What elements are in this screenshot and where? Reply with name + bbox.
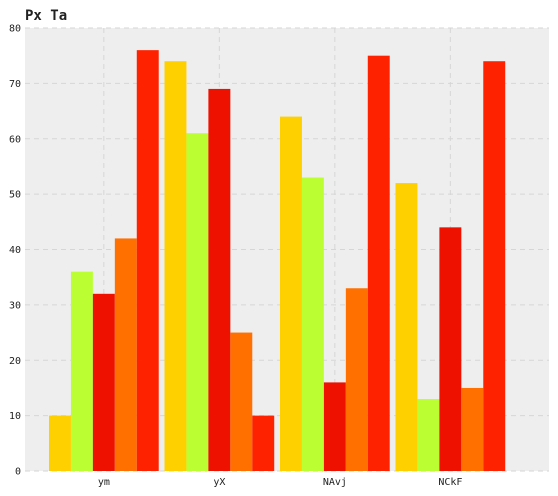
y-tick-label: 50 — [9, 190, 21, 201]
y-tick-label: 30 — [9, 300, 21, 311]
bar — [230, 332, 253, 471]
bar — [345, 288, 368, 471]
bar — [280, 116, 302, 471]
y-tick-label: 0 — [15, 467, 21, 478]
y-tick-label: 20 — [9, 356, 21, 367]
x-tick-label: NCkF — [438, 477, 462, 488]
bar — [483, 61, 506, 471]
bar — [114, 238, 137, 471]
x-tick-label: ym — [98, 477, 110, 488]
y-tick-label: 70 — [9, 79, 21, 90]
bar — [417, 399, 440, 471]
bar — [136, 50, 159, 472]
chart-title: Px Ta — [25, 8, 67, 24]
y-tick-label: 10 — [9, 411, 21, 422]
bar — [92, 293, 115, 471]
bar — [164, 61, 187, 471]
bar — [395, 183, 418, 472]
bar — [461, 387, 484, 471]
bar — [49, 415, 71, 471]
y-tick-label: 40 — [9, 245, 21, 256]
bar — [301, 177, 324, 471]
bar — [252, 415, 275, 471]
x-tick-label: NAvj — [323, 477, 347, 488]
bar — [439, 227, 462, 471]
y-tick-label: 60 — [9, 134, 21, 145]
x-tick-label: yX — [213, 477, 225, 488]
x-axis-ticks: ym yX NAvj NCkF — [98, 477, 463, 488]
y-axis-ticks: 0 10 20 30 40 50 60 70 80 — [9, 24, 21, 478]
bar — [186, 133, 209, 471]
bar — [208, 88, 231, 471]
bars — [49, 50, 506, 472]
bar — [323, 382, 346, 471]
y-tick-label: 80 — [9, 24, 21, 35]
bar — [367, 55, 390, 471]
bar — [70, 271, 93, 471]
